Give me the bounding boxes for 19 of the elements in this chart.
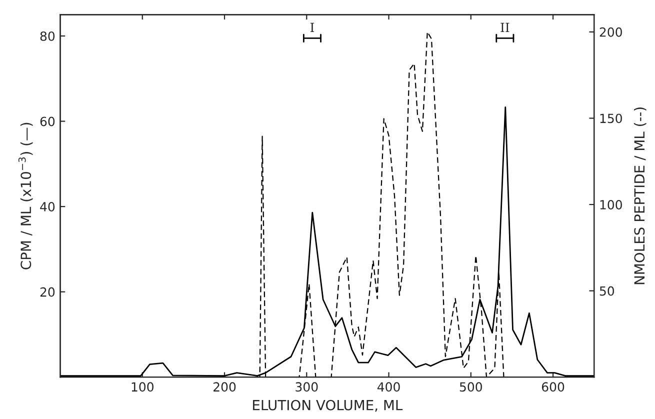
y-axis-title: CPM / ML (x10$^{−3}$) (—) xyxy=(18,122,33,270)
x-tick-label: 300 xyxy=(296,382,318,392)
annotation: II xyxy=(500,22,510,32)
y2-tick-label: 200 xyxy=(600,27,622,37)
y2-tick-label: 50 xyxy=(600,286,614,296)
y-tick-label: 80 xyxy=(40,31,55,41)
annotation: I xyxy=(310,22,314,32)
y-tick-label: 60 xyxy=(40,116,55,126)
y2-axis-title: NMOLES PEPTIDE / ML (--) xyxy=(634,108,646,284)
y2-tick-label: 150 xyxy=(600,114,622,124)
x-axis-title: ELUTION VOLUME, ML xyxy=(253,400,403,412)
x-tick-label: 500 xyxy=(460,382,482,392)
y2-tick-label: 100 xyxy=(600,200,622,210)
y-tick-label: 40 xyxy=(40,202,55,212)
x-tick-label: 400 xyxy=(377,382,400,392)
x-tick-label: 200 xyxy=(214,382,236,392)
x-tick-label: 100 xyxy=(132,382,154,392)
y-tick-label: 20 xyxy=(40,287,55,297)
x-tick-label: 600 xyxy=(542,382,564,392)
